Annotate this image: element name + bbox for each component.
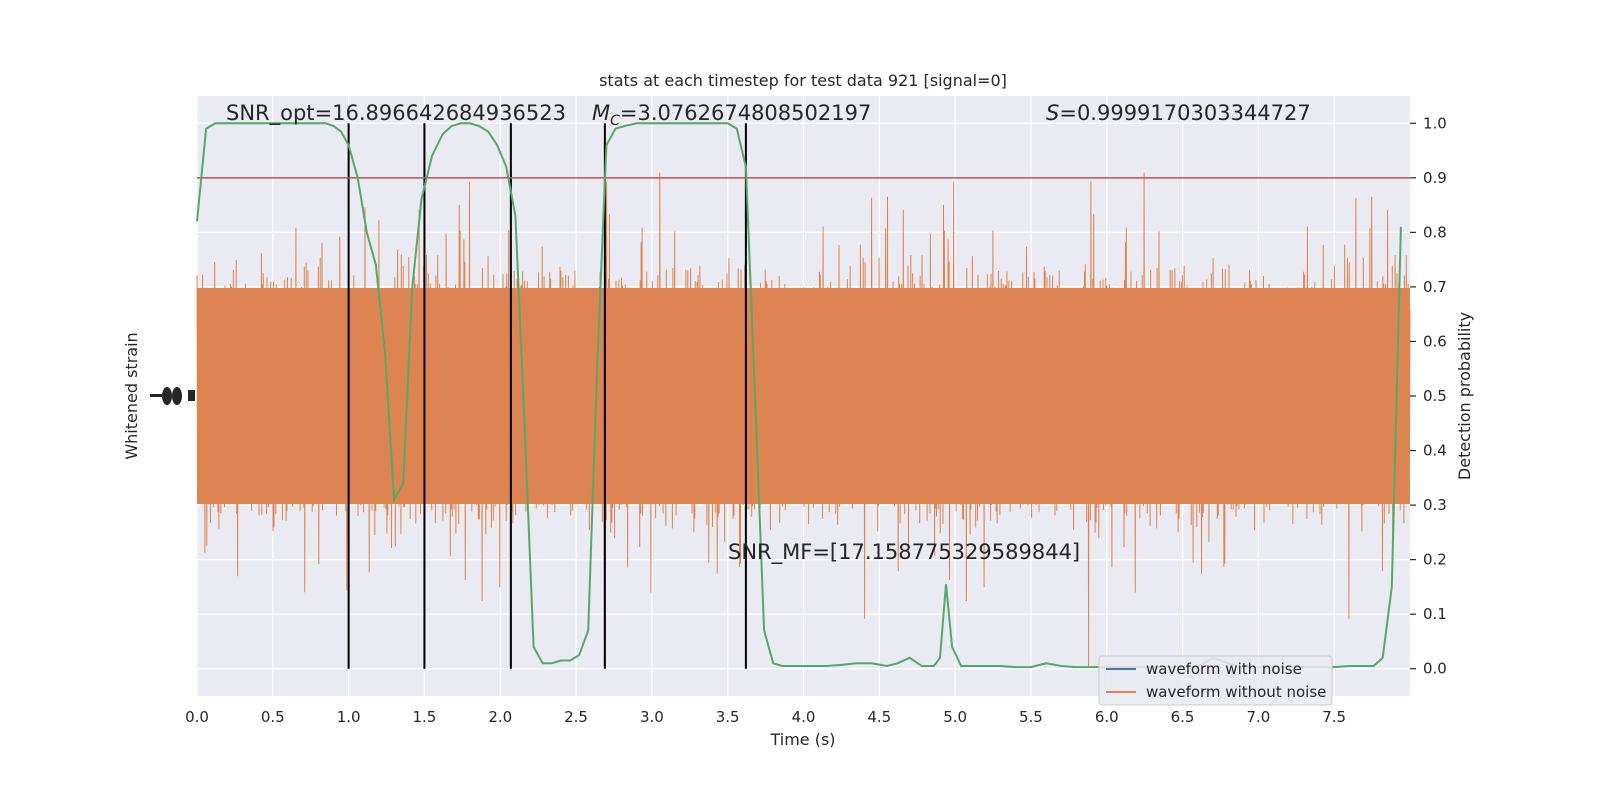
y-tick-label: 0.7 — [1423, 278, 1447, 296]
chirp-mass-subscript: C — [610, 113, 620, 129]
y-tick-label: 0.6 — [1423, 332, 1447, 350]
legend-box — [1098, 655, 1333, 706]
x-tick-label: 3.5 — [716, 708, 740, 726]
x-tick-label: 3.0 — [640, 708, 664, 726]
chirp-mass-symbol: M — [592, 101, 610, 125]
snr-opt-annotation: SNR_opt=16.896642684936523 — [226, 101, 566, 126]
segment-boundary-lines — [347, 123, 747, 669]
x-tick-label: 2.0 — [488, 708, 512, 726]
snr-mf-annotation: SNR_MF=[17.158775329589844] — [728, 540, 1080, 565]
y-tick-label: 0.8 — [1423, 223, 1447, 241]
x-tick-label: 1.0 — [337, 708, 361, 726]
y-tick-label: 0.2 — [1423, 551, 1447, 569]
y-tick-label: 0.9 — [1423, 169, 1447, 187]
x-tick-label: 2.5 — [564, 708, 588, 726]
chirp-mass-annotation: MC=3.0762674808502197 — [592, 101, 871, 129]
x-tick-label: 6.5 — [1171, 708, 1195, 726]
y-tick-label: 0.5 — [1423, 387, 1447, 405]
x-tick-label: 4.0 — [792, 708, 816, 726]
waveform-without-noise-line — [196, 172, 1411, 669]
y-tick-label: 0.4 — [1423, 442, 1447, 460]
x-tick-label: 6.0 — [1095, 708, 1119, 726]
s-symbol: S — [1046, 101, 1059, 125]
x-tick-label: 5.0 — [943, 708, 967, 726]
y-left-axis-label: Whitened strain — [122, 332, 141, 459]
y-right-axis-ticks: 0.0 0.1 0.2 0.3 0.4 0.5 0.6 0.7 0.8 0.9 1.0 — [1410, 114, 1447, 678]
x-tick-label: 0.0 — [185, 708, 209, 726]
y-tick-label: 0.1 — [1423, 605, 1447, 623]
x-tick-label: 7.0 — [1246, 708, 1270, 726]
x-axis-ticks: 0.0 0.5 1.0 1.5 2.0 2.5 3.0 3.5 4.0 4.5 5.0 5.5 6.0 6… — [185, 708, 1346, 726]
left-axis-tick-cluster — [150, 387, 195, 405]
waveform-trace — [196, 172, 1411, 669]
chirp-mass-value: =3.0762674808502197 — [620, 101, 871, 125]
x-tick-label: 0.5 — [261, 708, 285, 726]
x-tick-label: 5.5 — [1019, 708, 1043, 726]
y-right-axis-label: Detection probability — [1455, 312, 1474, 480]
x-tick-label: 4.5 — [867, 708, 891, 726]
x-tick-label: 7.5 — [1322, 708, 1346, 726]
legend-label-without-noise: waveform without noise — [1146, 683, 1326, 701]
x-tick-label: 1.5 — [413, 708, 437, 726]
y-tick-label: 0.3 — [1423, 496, 1447, 514]
x-axis-label: Time (s) — [769, 730, 835, 749]
y-tick-label: 0.0 — [1423, 660, 1447, 678]
chart-title: stats at each timestep for test data 921… — [599, 71, 1007, 90]
legend: waveform with noise waveform without noi… — [1098, 655, 1333, 706]
s-annotation: S=0.9999170303344727 — [1046, 101, 1311, 125]
s-value: =0.9999170303344727 — [1059, 101, 1310, 125]
y-tick-label: 1.0 — [1423, 114, 1447, 132]
legend-label-with-noise: waveform with noise — [1146, 660, 1302, 678]
